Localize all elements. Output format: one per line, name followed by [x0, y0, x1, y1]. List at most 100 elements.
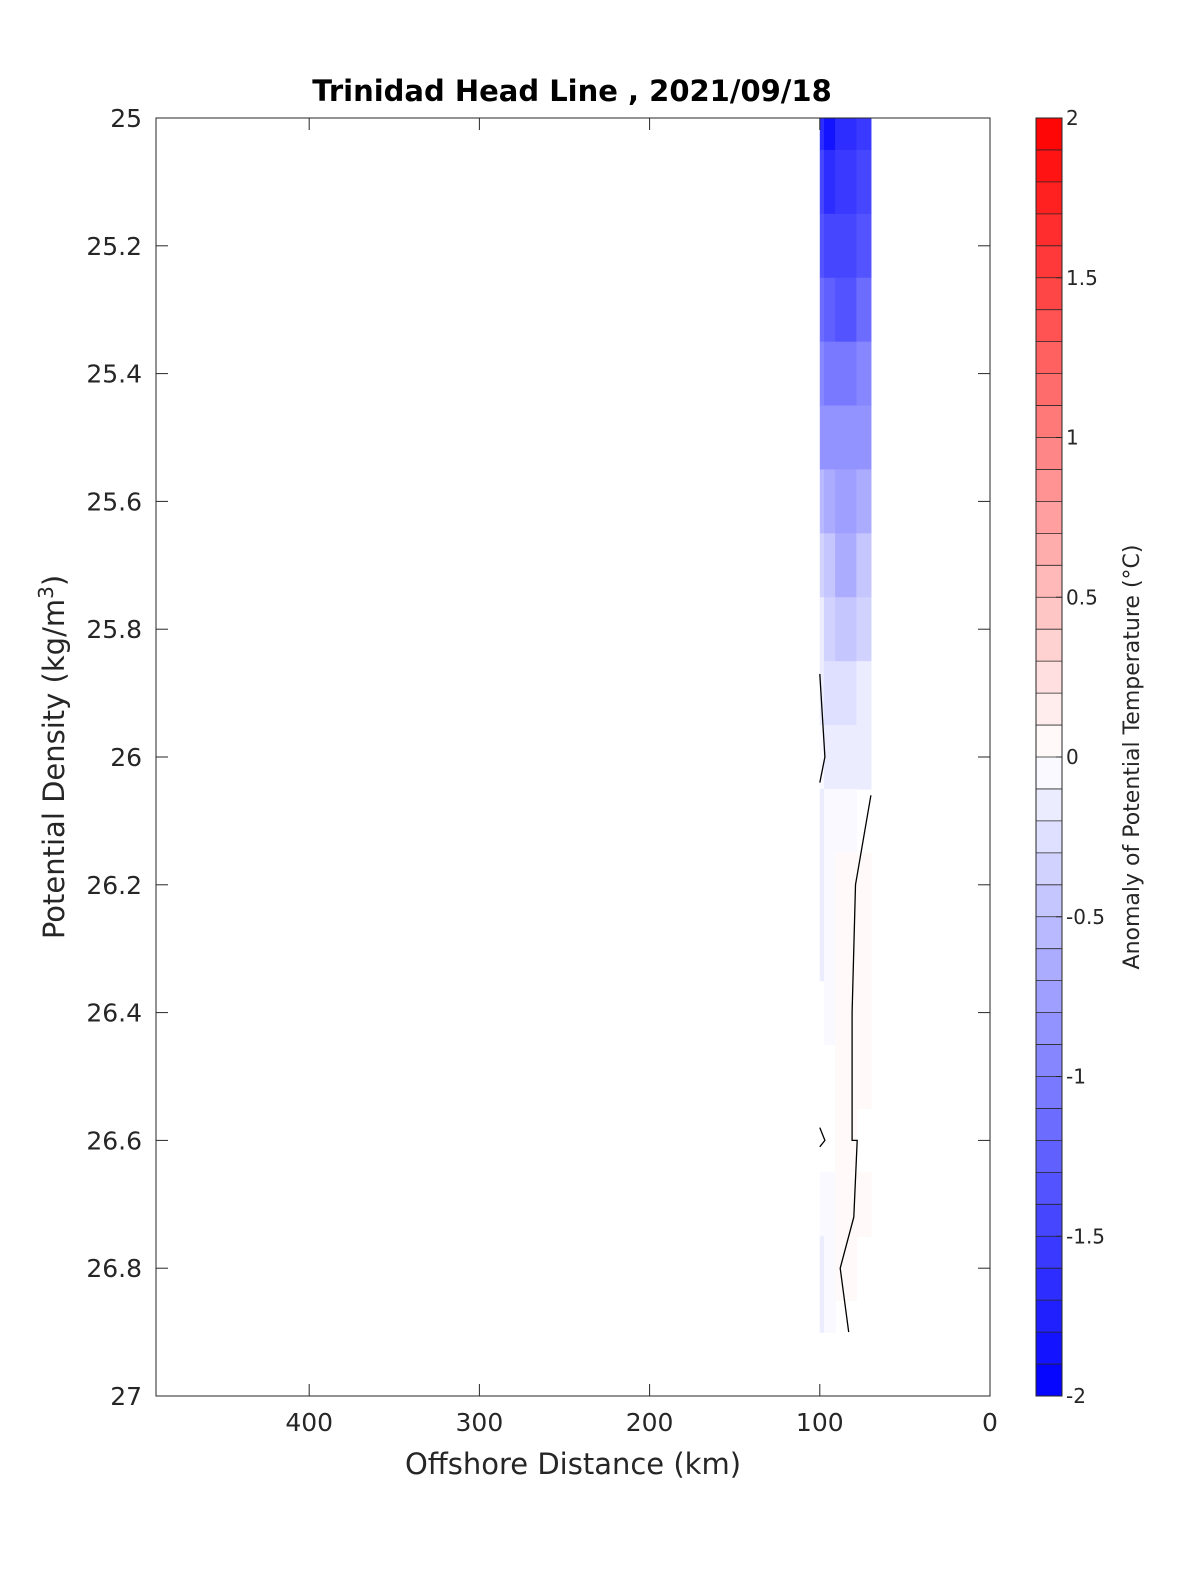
anomaly-cell [856, 118, 872, 151]
colorbar-band [1036, 1300, 1062, 1333]
anomaly-cell [856, 916, 872, 982]
colorbar-band [1036, 245, 1062, 279]
anomaly-cell [819, 405, 825, 471]
colorbar-tick-label: -0.5 [1066, 905, 1105, 929]
x-tick-label: 100 [796, 1408, 844, 1437]
anomaly-cell [819, 788, 825, 854]
colorbar-band [1036, 597, 1062, 630]
colorbar-tick-label: 1.5 [1066, 266, 1098, 290]
anomaly-cell [819, 277, 825, 343]
anomaly-cell [819, 725, 825, 790]
colorbar-band [1036, 1140, 1062, 1173]
anomaly-cell [856, 469, 872, 534]
anomaly-cell [856, 1172, 872, 1237]
colorbar-band [1036, 1108, 1062, 1141]
colorbar-band [1036, 725, 1062, 758]
anomaly-cell [835, 341, 857, 407]
anomaly-cell [824, 661, 836, 726]
y-axis-label: Potential Density (kg/m3) [34, 575, 71, 939]
colorbar-band [1036, 1172, 1062, 1205]
anomaly-cell [824, 118, 836, 151]
colorbar-band [1036, 757, 1062, 790]
colorbar-band [1036, 469, 1062, 502]
y-axis-label-close: ) [37, 575, 71, 586]
colorbar-tick-label: -1.5 [1066, 1224, 1105, 1248]
anomaly-cell [824, 533, 836, 598]
colorbar-band [1036, 980, 1062, 1013]
y-tick-label: 26 [110, 743, 142, 772]
zero-contour-lines [819, 673, 872, 1333]
colorbar-band [1036, 118, 1062, 151]
anomaly-cell [835, 916, 857, 982]
colorbar-band [1036, 437, 1062, 470]
anomaly-cell [824, 852, 836, 918]
colorbar-band [1036, 149, 1062, 183]
anomaly-field [819, 118, 872, 1333]
colorbar-band [1036, 1268, 1062, 1301]
colorbar-band [1036, 661, 1062, 694]
x-tick-label: 0 [982, 1408, 998, 1437]
anomaly-cell [835, 118, 857, 151]
colorbar-band [1036, 1332, 1062, 1365]
anomaly-cell [856, 341, 872, 407]
colorbar [1036, 118, 1062, 1397]
colorbar-band [1036, 1044, 1062, 1077]
colorbar-band [1036, 309, 1062, 342]
anomaly-cell [819, 597, 825, 662]
anomaly-cell [824, 1300, 836, 1333]
anomaly-cell [835, 1172, 857, 1237]
colorbar-tick-label: 1 [1066, 426, 1079, 450]
colorbar-band [1036, 884, 1062, 918]
anomaly-cell [835, 213, 857, 279]
anomaly-cell [819, 118, 825, 151]
colorbar-tick-label: -2 [1066, 1384, 1086, 1408]
anomaly-cell [819, 852, 825, 918]
x-tick-label: 200 [626, 1408, 674, 1437]
colorbar-band [1036, 405, 1062, 438]
colorbar-band [1036, 693, 1062, 726]
zero-contour-line [819, 1127, 826, 1148]
x-axis: 400 300 200 100 0 [285, 118, 998, 1437]
y-tick-label: 26.2 [86, 871, 142, 900]
anomaly-cell [835, 852, 857, 918]
colorbar-band [1036, 1012, 1062, 1045]
y-tick-label: 25 [110, 104, 142, 133]
x-tick-label: 300 [456, 1408, 504, 1437]
y-axis: 25 25.2 25.4 25.6 25.8 26 26.2 26.4 26.6 26.8 27 [86, 104, 990, 1411]
anomaly-cell [835, 980, 857, 1046]
anomaly-cell [856, 1044, 872, 1110]
colorbar-band [1036, 341, 1062, 374]
colorbar-band [1036, 1076, 1062, 1109]
anomaly-cell [824, 277, 836, 343]
y-tick-label: 25.4 [86, 360, 142, 389]
anomaly-cell [819, 1236, 825, 1301]
anomaly-cell [824, 213, 836, 279]
anomaly-cell [819, 213, 825, 279]
colorbar-band [1036, 852, 1062, 886]
anomaly-cell [856, 725, 872, 790]
anomaly-cell [819, 661, 825, 726]
anomaly-cell [824, 149, 836, 215]
anomaly-cell [835, 1236, 857, 1301]
anomaly-cell [819, 149, 825, 215]
anomaly-cell [819, 916, 825, 982]
y-axis-label-superscript: 3 [34, 586, 58, 599]
anomaly-cell [856, 533, 872, 598]
anomaly-cell [856, 597, 872, 662]
colorbar-label: Anomaly of Potential Temperature (°C) [1120, 545, 1145, 970]
anomaly-cell [856, 852, 872, 918]
x-axis-label: Offshore Distance (km) [405, 1447, 741, 1481]
y-tick-label: 26.4 [86, 999, 142, 1028]
anomaly-cell [835, 277, 857, 343]
anomaly-cell [835, 597, 857, 662]
y-tick-label: 25.6 [86, 487, 142, 516]
anomaly-cell [835, 469, 857, 534]
anomaly-cell [835, 405, 857, 471]
anomaly-cell [824, 597, 836, 662]
colorbar-band [1036, 1364, 1062, 1397]
colorbar-band [1036, 629, 1062, 662]
anomaly-cell [824, 405, 836, 471]
anomaly-cell [819, 1172, 825, 1237]
anomaly-cell [824, 341, 836, 407]
